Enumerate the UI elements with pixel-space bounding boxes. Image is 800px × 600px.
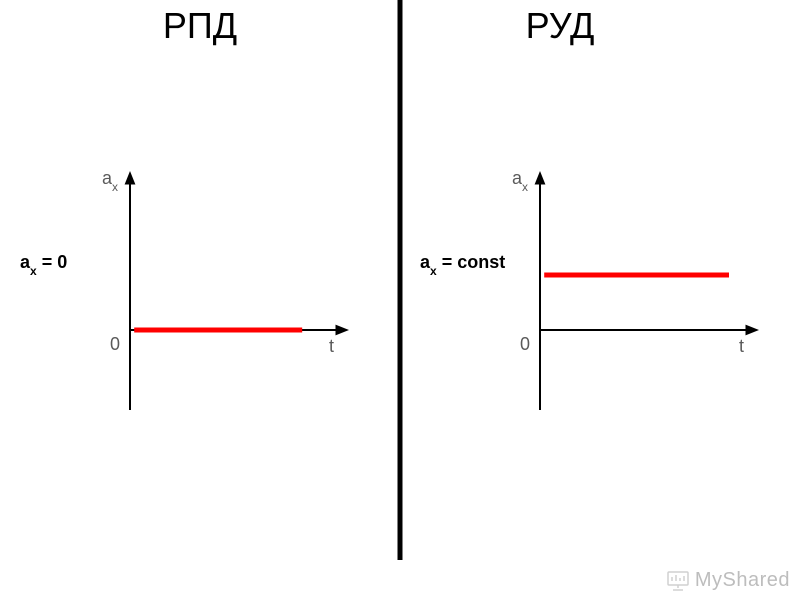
right-chart-x-axis-arrow bbox=[746, 325, 760, 336]
left-chart-equation-label: ax = 0 bbox=[20, 252, 67, 278]
left-chart-x-axis-label: t bbox=[329, 336, 334, 356]
right-chart-y-axis-label: ax bbox=[512, 168, 528, 194]
left-title: РПД bbox=[163, 5, 237, 46]
left-chart-x-axis-arrow bbox=[336, 325, 350, 336]
right-title: РУД bbox=[526, 5, 595, 46]
right-chart-equation-label: ax = const bbox=[420, 252, 505, 278]
left-chart-y-axis-arrow bbox=[125, 171, 136, 185]
right-chart-x-axis-label: t bbox=[739, 336, 744, 356]
left-chart-origin-label: 0 bbox=[110, 334, 120, 354]
right-chart-origin-label: 0 bbox=[520, 334, 530, 354]
watermark: MyShared bbox=[667, 569, 790, 592]
watermark-text: MyShared bbox=[695, 569, 790, 592]
left-chart-y-axis-label: ax bbox=[102, 168, 118, 194]
figure-canvas: РПД РУД ax t 0 ax = 0 ax t 0 ax = const bbox=[0, 0, 800, 600]
presentation-icon bbox=[667, 571, 689, 591]
right-chart-y-axis-arrow bbox=[535, 171, 546, 185]
